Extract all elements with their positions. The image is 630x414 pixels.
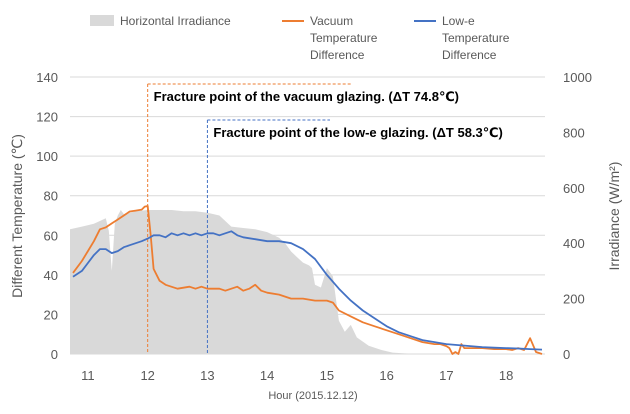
fracture-annotation-label: Fracture point of the vacuum glazing. (Δ… xyxy=(154,89,459,104)
y-tick-label: 140 xyxy=(36,70,58,85)
legend-label: Low-e Temperature Difference xyxy=(442,14,510,62)
y-tick-label: 40 xyxy=(44,268,58,283)
series-lines xyxy=(72,205,543,355)
y-tick-label: 60 xyxy=(44,228,58,243)
legend-swatch-irradiance xyxy=(90,15,114,26)
fracture-annotation-label: Fracture point of the low-e glazing. (ΔT… xyxy=(213,125,502,140)
legend-label: Vacuum Temperature Difference xyxy=(310,14,378,62)
y-tick-label: 120 xyxy=(36,110,58,125)
x-axis: 11 12 13 14 15 16 17 18 xyxy=(81,368,513,383)
x-tick-label: 17 xyxy=(439,368,453,383)
y2-tick-label: 0 xyxy=(563,347,570,362)
x-tick-label: 18 xyxy=(499,368,513,383)
y2-tick-label: 1000 xyxy=(563,70,592,85)
y-axis-right: 0 200 400 600 800 1000 xyxy=(563,70,592,362)
low-e-temperature-line xyxy=(72,230,543,351)
y-tick-label: 0 xyxy=(51,347,58,362)
legend: Horizontal Irradiance Vacuum Temperature Di… xyxy=(90,14,510,62)
y2-tick-label: 600 xyxy=(563,181,585,196)
x-tick-label: 14 xyxy=(260,368,274,383)
irradiance-area-layer xyxy=(70,210,542,354)
x-tick-label: 11 xyxy=(81,368,95,383)
x-axis-title: Hour (2015.12.12) xyxy=(268,390,357,402)
y2-tick-label: 400 xyxy=(563,236,585,251)
y-tick-label: 100 xyxy=(36,149,58,164)
y2-tick-label: 200 xyxy=(563,292,585,307)
annotation-labels: Fracture point of the vacuum glazing. (Δ… xyxy=(154,89,503,140)
x-tick-label: 16 xyxy=(379,368,393,383)
legend-label: Horizontal Irradiance xyxy=(120,14,231,28)
x-tick-label: 12 xyxy=(140,368,154,383)
x-tick-label: 13 xyxy=(200,368,214,383)
x-tick-label: 15 xyxy=(320,368,334,383)
annotation-lines xyxy=(147,83,352,354)
y-tick-label: 80 xyxy=(44,189,58,204)
y-tick-label: 20 xyxy=(44,307,58,322)
y-axis-left-title: Different Temperature (℃) xyxy=(9,134,25,298)
y-axis-right-title: Irradiance (W/m²) xyxy=(606,162,622,271)
y-axis-left: 0 20 40 60 80 100 120 140 xyxy=(36,70,58,362)
y2-tick-label: 800 xyxy=(563,125,585,140)
irradiance-area xyxy=(70,210,542,354)
